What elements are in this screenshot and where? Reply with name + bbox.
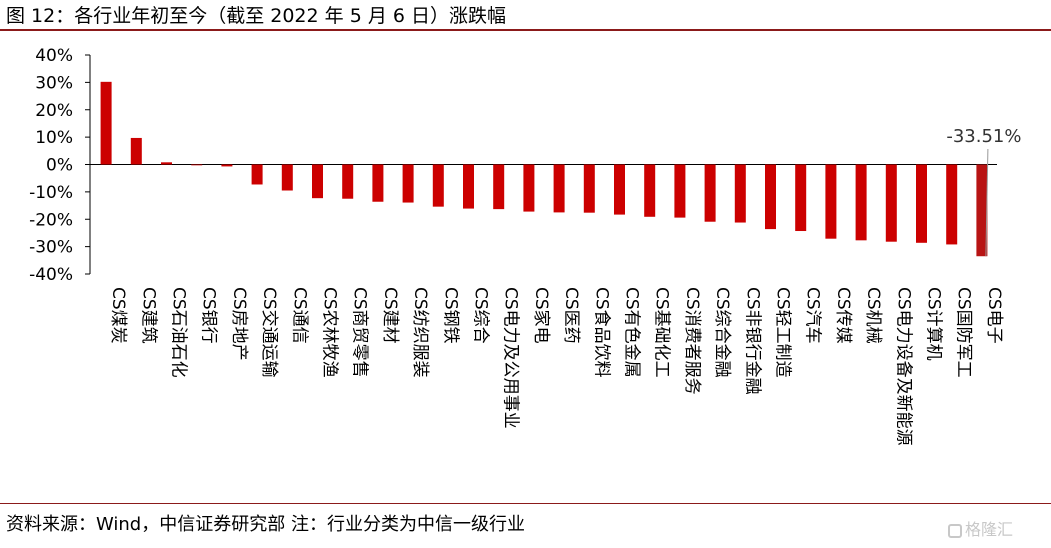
bar (644, 164, 656, 217)
bar (100, 81, 112, 165)
bar (916, 164, 927, 243)
y-tick-label: -10% (29, 183, 73, 203)
x-tick-label: CS汽车 (803, 287, 823, 344)
x-tick-label: CS银行 (199, 287, 219, 344)
bar (523, 164, 535, 212)
watermark-text: 格隆汇 (965, 520, 1014, 539)
bar (402, 164, 414, 203)
x-tick-label: CS综合 (471, 287, 491, 344)
x-tick-label: CS轻工制造 (773, 287, 793, 378)
x-tick-label: CS交通运输 (259, 287, 279, 378)
x-tick-label: CS医药 (561, 287, 581, 344)
title-rule (0, 29, 1051, 31)
x-tick-label: CS农林牧渔 (320, 287, 340, 378)
bar (946, 164, 958, 245)
x-tick-label: CS房地产 (229, 287, 249, 361)
x-tick-label: CS电力设备及新能源 (893, 287, 913, 446)
bar (674, 164, 686, 218)
bar (463, 164, 474, 209)
y-tick-label: -30% (29, 238, 73, 258)
bar (191, 164, 203, 166)
bar (553, 164, 565, 213)
bar (342, 164, 354, 199)
x-tick-label: CS计算机 (924, 287, 944, 361)
annotations: -33.51% (946, 126, 1021, 257)
bar (493, 164, 505, 210)
x-tick-label: CS非银行金融 (742, 287, 762, 395)
x-tick-label: CS家电 (531, 287, 551, 344)
x-tick-label: CS建材 (380, 287, 400, 344)
x-tick-label: CS电力及公用事业 (501, 287, 521, 429)
x-tick-label: CS食品饮料 (591, 287, 611, 378)
bar (221, 164, 233, 167)
bar (855, 164, 867, 241)
bar (795, 164, 807, 232)
bar (432, 164, 444, 207)
leader-line (985, 148, 989, 257)
figure-title: 图 12：各行业年初至今（截至 2022 年 5 月 6 日）涨跌幅 (6, 5, 506, 27)
x-tick-label: CS有色金属 (622, 287, 642, 378)
bar (312, 164, 323, 199)
x-tick-label: CS消费者服务 (682, 287, 702, 395)
x-tick-label: CS综合金融 (712, 287, 732, 378)
y-tick-label: 30% (35, 73, 73, 93)
bar (281, 164, 293, 191)
x-tick-label: CS钢铁 (440, 287, 460, 344)
x-tick-label: CS电子 (984, 287, 1004, 344)
x-tick-label: CS通信 (289, 287, 309, 344)
bar (161, 162, 172, 165)
bar (130, 137, 142, 165)
bar (765, 164, 776, 230)
x-tick-label: CS建筑 (138, 287, 158, 344)
bar (614, 164, 625, 215)
bar (704, 164, 716, 222)
x-tick-label: CS国防军工 (954, 287, 974, 378)
x-tick-label: CS机械 (863, 287, 883, 344)
bars (100, 81, 988, 257)
y-tick-label: 20% (35, 101, 73, 121)
x-tick-label: CS煤炭 (108, 287, 128, 344)
x-tick-label: CS纺织服装 (410, 287, 430, 378)
footer-rule (0, 503, 1051, 504)
y-tick-label: 40% (35, 46, 73, 66)
bar (583, 164, 595, 213)
bar (372, 164, 384, 202)
watermark: 格隆汇 (948, 516, 1013, 540)
bar (825, 164, 837, 239)
y-tick-label: 10% (35, 128, 73, 148)
x-tick-label: CS传媒 (833, 287, 853, 344)
y-tick-label: 0% (46, 156, 73, 176)
source-note: 资料来源：Wind，中信证券研究部 注：行业分类为中信一级行业 (6, 514, 525, 535)
bar-chart: 40%30%20%10%0%-10%-20%-30%-40% CS煤炭 CS建筑 C… (29, 46, 1021, 446)
watermark-logo-icon (948, 524, 962, 538)
bar (251, 164, 263, 185)
bar (976, 164, 988, 257)
data-label: -33.51% (946, 126, 1021, 147)
y-tick-label: -20% (29, 210, 73, 230)
x-axis-labels: CS煤炭 CS建筑 CS石油石化 CS银行 CS房地产 CS交通运输 CS通信 CS农林牧渔 C… (108, 287, 1004, 446)
x-tick-label: CS石油石化 (169, 287, 189, 378)
x-tick-label: CS商贸零售 (350, 287, 370, 378)
bar (885, 164, 897, 242)
bar (734, 164, 746, 223)
y-tick-label: -40% (29, 265, 73, 285)
x-tick-label: CS基础化工 (652, 287, 672, 378)
y-axis: 40% 30% 20% 10% 0% -10% -20% -30% -40% (29, 46, 997, 285)
